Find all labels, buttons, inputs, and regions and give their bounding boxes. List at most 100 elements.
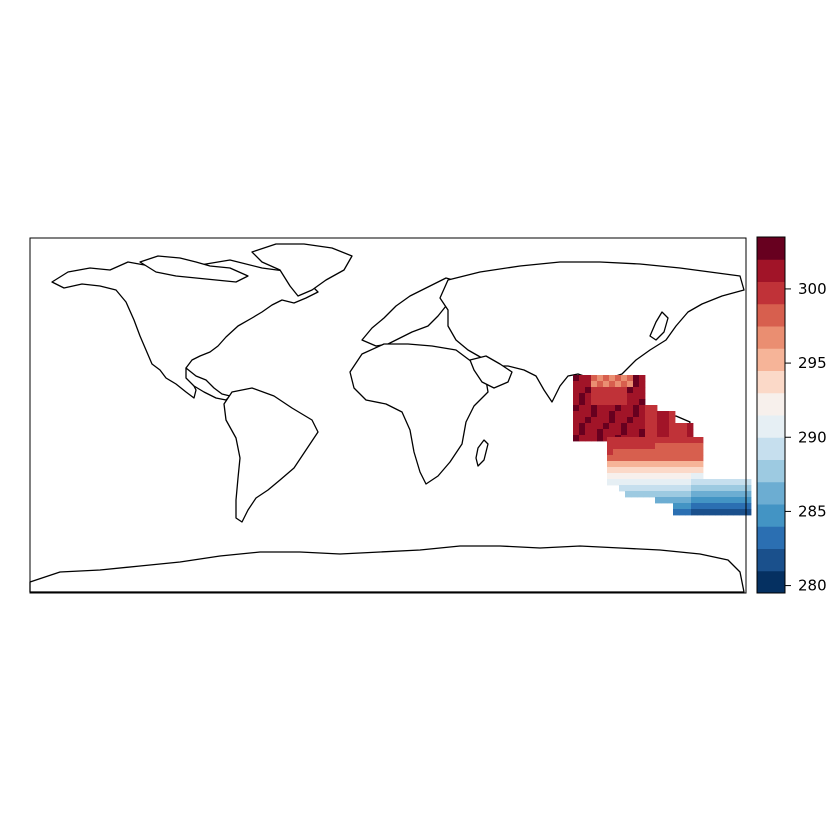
- field-cell: [591, 429, 598, 436]
- field-cell: [739, 497, 746, 504]
- field-cell: [667, 437, 674, 444]
- field-cell: [573, 375, 580, 382]
- field-cell: [597, 423, 604, 430]
- field-cell: [697, 479, 704, 486]
- field-cell: [625, 473, 632, 480]
- field-cell: [607, 473, 614, 480]
- field-cell: [663, 411, 670, 418]
- field-cell: [667, 485, 674, 492]
- field-cell: [739, 485, 746, 492]
- field-cell: [727, 509, 734, 516]
- field-cell: [661, 449, 668, 456]
- field-cell: [727, 497, 734, 504]
- field-cell: [661, 491, 668, 498]
- field-cell: [709, 479, 716, 486]
- field-cell: [733, 503, 740, 510]
- field-cell: [667, 473, 674, 480]
- field-cell: [591, 423, 598, 430]
- field-cell: [673, 479, 680, 486]
- field-cell: [633, 411, 640, 418]
- field-cell: [643, 437, 650, 444]
- field-cell: [613, 449, 620, 456]
- colorbar-swatch: [757, 481, 785, 505]
- field-cell: [667, 491, 674, 498]
- field-cell: [661, 443, 668, 450]
- field-cell: [597, 375, 604, 382]
- field-cell: [649, 491, 656, 498]
- field-cell: [579, 399, 586, 406]
- field-cell: [679, 497, 686, 504]
- colorbar-tick-label: 290: [798, 428, 827, 446]
- field-cell: [697, 509, 704, 516]
- field-cell: [685, 467, 692, 474]
- field-cell: [643, 461, 650, 468]
- field-cell: [631, 443, 638, 450]
- field-cell: [573, 399, 580, 406]
- field-cell: [585, 423, 592, 430]
- field-cell: [573, 387, 580, 394]
- field-cell: [633, 417, 640, 424]
- field-cell: [603, 375, 610, 382]
- field-cell: [661, 455, 668, 462]
- field-cell: [621, 387, 628, 394]
- field-cell: [597, 393, 604, 400]
- field-cell: [631, 455, 638, 462]
- field-cell: [709, 503, 716, 510]
- field-cell: [579, 411, 586, 418]
- arctic-islands-coast: [139, 255, 249, 283]
- field-cell: [643, 491, 650, 498]
- colorbar-swatch: [757, 570, 785, 594]
- field-cell: [649, 437, 656, 444]
- north-america-coast: [51, 259, 319, 399]
- field-cell: [621, 411, 628, 418]
- field-cell: [579, 405, 586, 412]
- colorbar-swatch: [757, 526, 785, 549]
- field-cell: [685, 461, 692, 468]
- field-cell: [739, 503, 746, 510]
- field-cell: [643, 449, 650, 456]
- field-cell: [685, 443, 692, 450]
- field-cell: [691, 497, 698, 504]
- field-cell: [627, 411, 634, 418]
- field-cell: [661, 437, 668, 444]
- field-cell: [679, 467, 686, 474]
- field-cell: [597, 429, 604, 436]
- field-cell: [667, 479, 674, 486]
- field-cell: [573, 417, 580, 424]
- field-cell: [655, 467, 662, 474]
- field-cell: [663, 423, 670, 430]
- japan-coast: [649, 311, 669, 341]
- field-cell: [739, 509, 746, 516]
- colorbar-swatch: [757, 303, 785, 327]
- field-cell: [615, 405, 622, 412]
- field-cell: [679, 443, 686, 450]
- field-cell: [627, 423, 634, 430]
- field-cell: [603, 399, 610, 406]
- field-cell: [625, 467, 632, 474]
- field-cell: [639, 375, 646, 382]
- field-cell: [715, 509, 722, 516]
- field-cell: [579, 375, 586, 382]
- field-cell: [585, 405, 592, 412]
- field-cell: [619, 479, 626, 486]
- field-cell: [615, 417, 622, 424]
- field-cell: [627, 405, 634, 412]
- colorbar-swatch: [757, 548, 785, 572]
- field-cell: [667, 449, 674, 456]
- south-america-coast: [223, 387, 319, 523]
- field-cell: [609, 399, 616, 406]
- field-cell: [579, 417, 586, 424]
- field-cell: [709, 509, 716, 516]
- field-cell: [745, 497, 752, 504]
- field-cell: [661, 467, 668, 474]
- colorbar-swatch: [757, 370, 785, 394]
- field-cell: [649, 443, 656, 450]
- field-cell: [673, 473, 680, 480]
- field-cell: [709, 491, 716, 498]
- field-cell: [733, 485, 740, 492]
- field-cell: [639, 429, 646, 436]
- field-cell: [613, 461, 620, 468]
- field-cell: [637, 443, 644, 450]
- field-cell: [687, 423, 694, 430]
